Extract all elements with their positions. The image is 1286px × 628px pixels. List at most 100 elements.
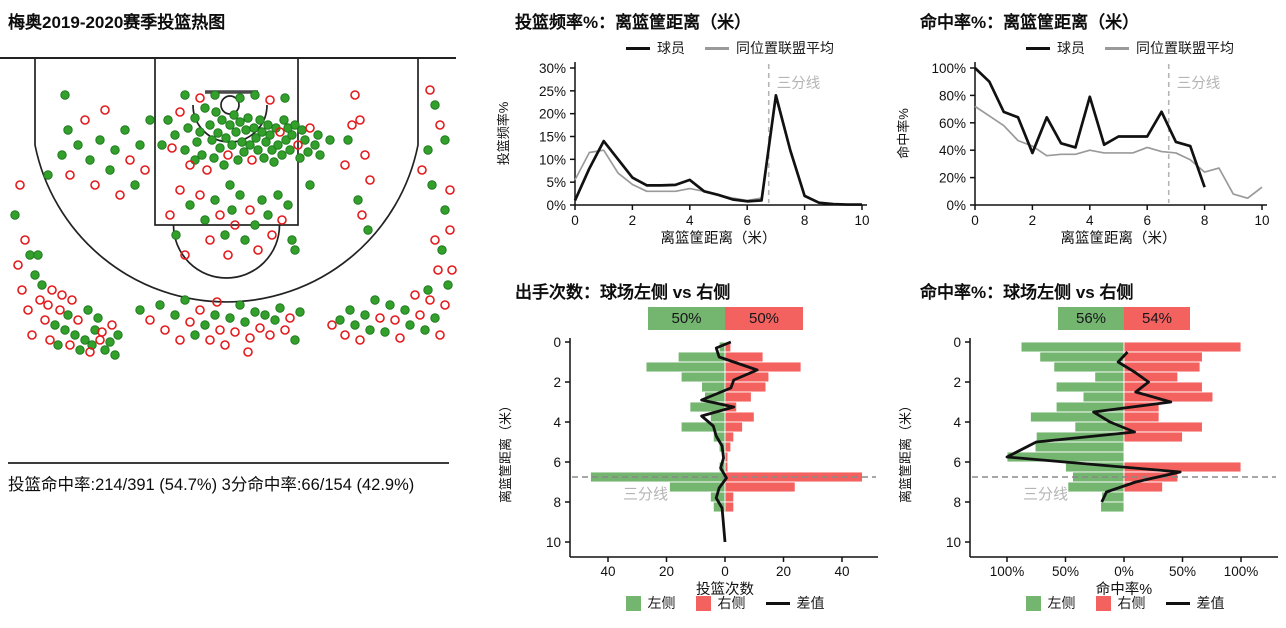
shot-dot	[335, 315, 345, 325]
shot-dot	[55, 305, 65, 315]
svg-text:离篮筐距离（米）: 离篮筐距离（米）	[898, 399, 913, 503]
fglr-right-badge: 54%	[1124, 307, 1190, 330]
shot-dot	[95, 135, 105, 145]
legend-label: 球员	[1057, 40, 1085, 56]
shot-dot	[445, 225, 455, 235]
shot-dot	[280, 93, 290, 103]
shot-dot	[355, 335, 365, 345]
bar-right	[724, 431, 735, 443]
shot-dot	[227, 205, 237, 215]
shot-dot	[37, 280, 47, 290]
shot-dot	[10, 210, 20, 220]
shot-dot	[97, 327, 107, 337]
shot-dot	[433, 265, 443, 275]
svg-text:6: 6	[553, 455, 561, 470]
svg-text:三分线: 三分线	[1177, 75, 1221, 92]
shot-dot	[420, 325, 430, 335]
shot-dot	[290, 335, 300, 345]
shot-dot	[75, 345, 85, 355]
shot-dot	[165, 210, 175, 220]
shot-dot	[63, 310, 73, 320]
svg-text:80%: 80%	[939, 88, 966, 103]
shot-dot	[160, 325, 170, 335]
shot-dot	[427, 180, 437, 190]
shot-dot	[233, 155, 243, 165]
shot-dot	[410, 290, 420, 300]
shot-dot	[180, 90, 190, 100]
shot-dot	[435, 330, 445, 340]
shot-dot	[209, 153, 219, 163]
shot-dot	[303, 147, 313, 157]
shot-dot	[290, 245, 300, 255]
right-bar-swatch	[1095, 595, 1111, 611]
shot-dot	[50, 320, 60, 330]
shot-dot	[210, 195, 220, 205]
chart-title-fg-lr: 命中率%：球场左侧 vs 右侧	[920, 283, 1134, 302]
svg-text:100%: 100%	[931, 61, 966, 76]
svg-text:100%: 100%	[990, 564, 1025, 579]
svg-text:命中率%: 命中率%	[1096, 580, 1152, 598]
shot-dot	[245, 333, 255, 343]
shot-dot	[190, 155, 200, 165]
shot-dot	[347, 120, 357, 130]
svg-text:5%: 5%	[546, 175, 566, 190]
legend-label: 差值	[796, 595, 825, 611]
three-point-line-marker: 三分线	[1167, 64, 1221, 203]
svg-text:0: 0	[971, 213, 979, 228]
shot-dot	[13, 260, 23, 270]
shot-dot	[145, 115, 155, 125]
svg-text:10: 10	[1254, 213, 1269, 228]
shot-dot	[305, 180, 315, 190]
left-bar-swatch	[1025, 595, 1041, 611]
svg-text:离篮筐距离（米）: 离篮筐距离（米）	[661, 229, 777, 247]
legend-fg: 球员 同位置联盟平均	[960, 38, 1286, 58]
svg-text:三分线: 三分线	[623, 486, 668, 503]
shot-dot	[195, 127, 205, 137]
shot-dot	[287, 235, 297, 245]
shot-dot	[390, 315, 400, 325]
shot-dot	[227, 140, 237, 150]
shot-dot	[27, 330, 37, 340]
shot-dot	[250, 90, 260, 100]
shot-dot	[365, 325, 375, 335]
shot-dot	[260, 310, 270, 320]
svg-text:0%: 0%	[1114, 564, 1134, 579]
svg-text:4: 4	[553, 415, 561, 430]
legend-fg-lr: 左侧 右侧 差值	[935, 593, 1286, 613]
bar-right	[724, 391, 752, 403]
svg-text:20%: 20%	[939, 171, 966, 186]
svg-text:2: 2	[629, 213, 637, 228]
shot-dot	[293, 140, 303, 150]
shot-dot	[185, 200, 195, 210]
three-point-line-marker: 三分线	[767, 64, 820, 203]
svg-text:40%: 40%	[939, 143, 966, 158]
legend-label: 差值	[1196, 595, 1225, 611]
right-bar-swatch	[695, 595, 711, 611]
shot-dot	[190, 113, 200, 123]
shot-dot	[259, 153, 269, 163]
diff-line-swatch	[1165, 601, 1190, 605]
bar-left	[645, 361, 726, 373]
svg-text:40: 40	[600, 564, 615, 579]
shot-dot	[257, 127, 267, 137]
diff-line	[1005, 351, 1182, 503]
legend-item-right: 右侧	[1095, 593, 1146, 613]
league-line	[574, 96, 862, 206]
svg-text:10: 10	[854, 213, 869, 228]
shot-dot	[385, 300, 395, 310]
shot-dot	[310, 140, 320, 150]
shot-dot	[250, 220, 260, 230]
bar-left	[1006, 451, 1125, 463]
svg-text:20: 20	[659, 564, 674, 579]
shot-dot	[63, 125, 73, 135]
shot-dot	[243, 113, 253, 123]
diff-line	[700, 340, 759, 543]
shot-dot	[33, 250, 43, 260]
svg-text:0%: 0%	[546, 198, 566, 213]
shot-dot	[115, 190, 125, 200]
shot-dot	[100, 105, 110, 115]
bar-left	[1020, 341, 1125, 353]
shot-dot	[202, 165, 212, 175]
svg-text:10: 10	[546, 535, 561, 550]
shot-dot	[105, 337, 115, 347]
